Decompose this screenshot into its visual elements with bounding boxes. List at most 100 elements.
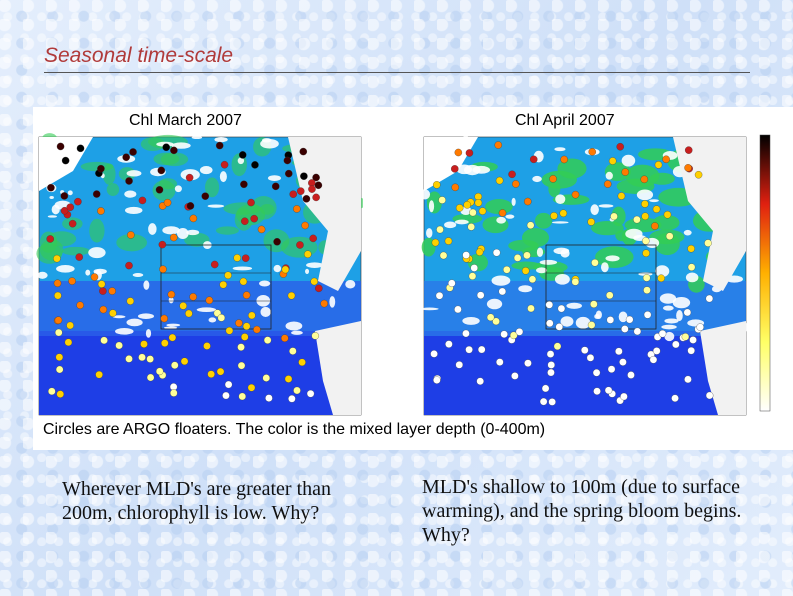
cloud-patch xyxy=(258,280,271,287)
argo-float xyxy=(652,347,661,355)
argo-float xyxy=(241,254,250,262)
cloud-patch xyxy=(676,310,683,322)
argo-float xyxy=(301,221,309,230)
argo-float xyxy=(47,183,55,192)
argo-float xyxy=(64,338,73,347)
argo-float xyxy=(687,346,695,355)
argo-float xyxy=(189,214,198,223)
argo-float xyxy=(122,153,130,161)
argo-float xyxy=(189,293,197,301)
land-africa xyxy=(315,321,361,415)
argo-float xyxy=(462,251,470,259)
argo-float xyxy=(605,291,614,300)
argo-float xyxy=(220,160,229,169)
cloud-patch xyxy=(428,200,435,213)
argo-float xyxy=(586,354,595,362)
argo-float xyxy=(687,263,696,271)
argo-float xyxy=(115,341,123,350)
argo-float xyxy=(455,361,464,369)
cloud-patch xyxy=(186,229,200,236)
argo-float xyxy=(66,321,74,330)
argo-float xyxy=(652,205,661,213)
argo-float xyxy=(311,332,320,340)
argo-float xyxy=(224,271,232,280)
cloud-patch xyxy=(285,321,303,331)
cloud-patch xyxy=(598,204,614,208)
cloud-patch xyxy=(575,316,591,329)
argo-float xyxy=(155,367,164,376)
cloud-patch xyxy=(329,296,336,308)
argo-float xyxy=(553,342,562,351)
argo-float xyxy=(97,207,105,215)
argo-float xyxy=(237,343,245,351)
argo-float xyxy=(203,342,211,350)
argo-float xyxy=(555,323,564,331)
argo-float xyxy=(159,265,167,274)
bloom-patch xyxy=(89,218,105,243)
argo-float xyxy=(155,186,164,194)
argo-float xyxy=(705,294,714,303)
argo-float xyxy=(171,361,179,370)
argo-float xyxy=(222,391,230,400)
argo-float xyxy=(547,368,555,377)
cloud-patch xyxy=(600,262,609,273)
argo-float xyxy=(492,317,500,326)
cloud-patch xyxy=(659,293,677,304)
argo-float xyxy=(297,187,305,195)
argo-float xyxy=(240,180,248,189)
argo-float xyxy=(225,326,234,335)
argo-float xyxy=(179,302,187,310)
argo-float xyxy=(512,180,520,188)
argo-float xyxy=(633,215,641,224)
argo-float xyxy=(607,365,616,373)
argo-float xyxy=(475,248,484,256)
argo-float xyxy=(445,340,453,348)
argo-float xyxy=(526,221,535,230)
argo-float xyxy=(467,223,475,231)
argo-float xyxy=(657,274,665,282)
cloud-patch xyxy=(126,318,143,327)
argo-float xyxy=(439,251,448,260)
cloud-patch xyxy=(93,268,107,275)
argo-float xyxy=(435,291,444,300)
argo-float xyxy=(56,142,65,151)
argo-float xyxy=(448,279,456,288)
cloud-patch xyxy=(51,204,60,215)
argo-float xyxy=(494,141,503,149)
argo-float xyxy=(689,336,697,344)
bloom-patch xyxy=(102,163,116,185)
argo-float xyxy=(54,291,62,300)
argo-float xyxy=(649,355,658,364)
argo-float xyxy=(640,175,649,184)
argo-float xyxy=(509,331,518,340)
argo-float xyxy=(306,389,315,398)
cloud-patch xyxy=(124,206,143,215)
argo-float xyxy=(162,143,170,152)
argo-float xyxy=(684,164,692,172)
argo-float xyxy=(619,358,627,366)
argo-float xyxy=(642,249,650,257)
argo-float xyxy=(238,392,247,401)
argo-float xyxy=(620,392,628,401)
note-left: Wherever MLD's are greater than 200m, ch… xyxy=(62,478,332,524)
subtropical-low-chl xyxy=(424,331,746,415)
argo-float xyxy=(498,287,507,296)
argo-float xyxy=(571,190,580,199)
argo-float xyxy=(257,225,266,234)
bloom-patch xyxy=(106,183,120,197)
argo-float xyxy=(185,173,194,182)
map-label-march: Chl March 2007 xyxy=(129,112,242,129)
cloud-patch xyxy=(208,317,217,323)
argo-float xyxy=(615,347,623,356)
bloom-patch xyxy=(140,137,165,152)
argo-float xyxy=(470,264,478,272)
cloud-patch xyxy=(267,175,282,182)
argo-float xyxy=(238,151,247,159)
argo-float xyxy=(503,265,511,274)
cloud-patch xyxy=(49,196,54,199)
argo-float xyxy=(138,353,146,362)
argo-float xyxy=(455,204,464,212)
argo-float xyxy=(242,322,251,331)
argo-float xyxy=(129,148,137,156)
cloud-patch xyxy=(621,154,636,167)
